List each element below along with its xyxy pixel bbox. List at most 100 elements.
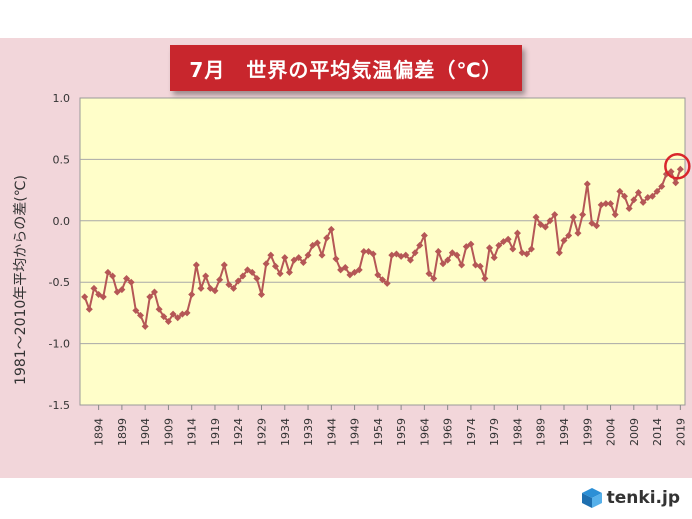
data-point (118, 286, 126, 294)
x-tick-label: 1969 (442, 418, 455, 446)
x-tick-label: 2004 (605, 418, 618, 446)
data-point (541, 223, 549, 231)
data-point (634, 189, 642, 197)
y-tick-label: 1.0 (53, 92, 71, 105)
data-point (672, 179, 680, 187)
data-point (90, 284, 98, 292)
tenki-logo: tenki.jp (581, 487, 680, 509)
data-point (323, 234, 331, 242)
data-point (351, 268, 359, 276)
data-point (99, 293, 107, 301)
logo-text: tenki.jp (606, 488, 680, 508)
y-axis: 1.0 0.5 0.0 -0.5 -1.0 -1.5 (49, 92, 70, 412)
data-point (127, 278, 135, 286)
data-point (109, 272, 117, 280)
data-point (225, 281, 233, 289)
data-point (476, 262, 484, 270)
data-point (383, 279, 391, 287)
highlight-circle (664, 152, 691, 180)
data-point (188, 290, 196, 298)
x-tick-label: 1964 (418, 418, 431, 446)
data-point (593, 222, 601, 230)
data-point (346, 271, 354, 279)
data-point (444, 256, 452, 264)
data-point (85, 305, 93, 313)
x-tick-label: 1984 (511, 418, 524, 446)
data-point (309, 241, 317, 249)
data-point (588, 219, 596, 227)
data-point (639, 198, 647, 206)
data-point (360, 248, 368, 255)
data-point (299, 259, 307, 267)
data-point (462, 243, 470, 251)
data-point (169, 310, 177, 318)
data-point (434, 248, 442, 255)
data-point (197, 284, 205, 292)
data-point (295, 254, 303, 262)
x-tick-label: 1924 (232, 418, 245, 446)
data-point (430, 275, 438, 283)
data-point (537, 220, 545, 228)
x-tick-label: 2019 (674, 418, 687, 446)
x-tick-label: 1949 (349, 418, 362, 446)
x-tick-label: 1929 (256, 418, 269, 446)
data-point (653, 187, 661, 195)
data-point (569, 213, 577, 221)
x-tick-label: 2009 (628, 418, 641, 446)
data-point (453, 251, 461, 259)
y-axis-label: 1981～2010年平均からの差(℃) (13, 175, 29, 385)
data-point (411, 249, 419, 257)
data-point (611, 211, 619, 219)
data-point (281, 254, 289, 262)
x-tick-label: 1954 (372, 418, 385, 446)
y-tick-label: -1.0 (49, 338, 70, 351)
y-tick-label: -1.5 (49, 399, 70, 412)
x-tick-label: 2014 (651, 418, 664, 446)
data-point (551, 211, 559, 219)
data-point (425, 270, 433, 278)
x-tick-label: 1994 (558, 418, 571, 446)
x-tick-label: 1904 (139, 418, 152, 446)
data-point (164, 317, 172, 325)
data-point (95, 290, 103, 298)
plot-area (79, 97, 686, 406)
data-point (239, 272, 247, 280)
data-point (267, 251, 275, 259)
data-point (416, 241, 424, 249)
data-point (146, 293, 154, 301)
data-point (513, 229, 521, 237)
data-point (420, 232, 428, 240)
data-point (406, 256, 414, 264)
x-tick-label: 1979 (488, 418, 501, 446)
data-point (202, 272, 210, 280)
data-point (355, 266, 363, 274)
footer (0, 478, 692, 519)
data-point (602, 200, 610, 208)
x-tick-label: 1934 (279, 418, 292, 446)
data-point (141, 322, 149, 330)
x-tick-label: 1944 (325, 418, 338, 446)
data-point (81, 293, 89, 301)
data-point (621, 192, 628, 200)
data-point (560, 236, 568, 244)
data-point (313, 239, 321, 247)
data-point (332, 255, 340, 263)
data-point (244, 266, 252, 274)
data-point (304, 251, 312, 259)
y-tick-label: -0.5 (49, 276, 70, 289)
x-tick-label: 1939 (302, 418, 315, 446)
data-point (574, 229, 582, 237)
data-point (290, 256, 298, 264)
data-point (248, 268, 256, 276)
x-tick-label: 1899 (116, 418, 129, 446)
data-point (583, 180, 591, 188)
data-point (327, 225, 335, 233)
data-point (490, 254, 498, 262)
data-point (625, 205, 633, 213)
data-point (211, 287, 219, 295)
data-point (132, 306, 140, 314)
x-tick-label: 1974 (465, 418, 478, 446)
data-point (467, 240, 475, 248)
series-markers (81, 165, 684, 330)
x-tick-label: 1914 (186, 418, 199, 446)
